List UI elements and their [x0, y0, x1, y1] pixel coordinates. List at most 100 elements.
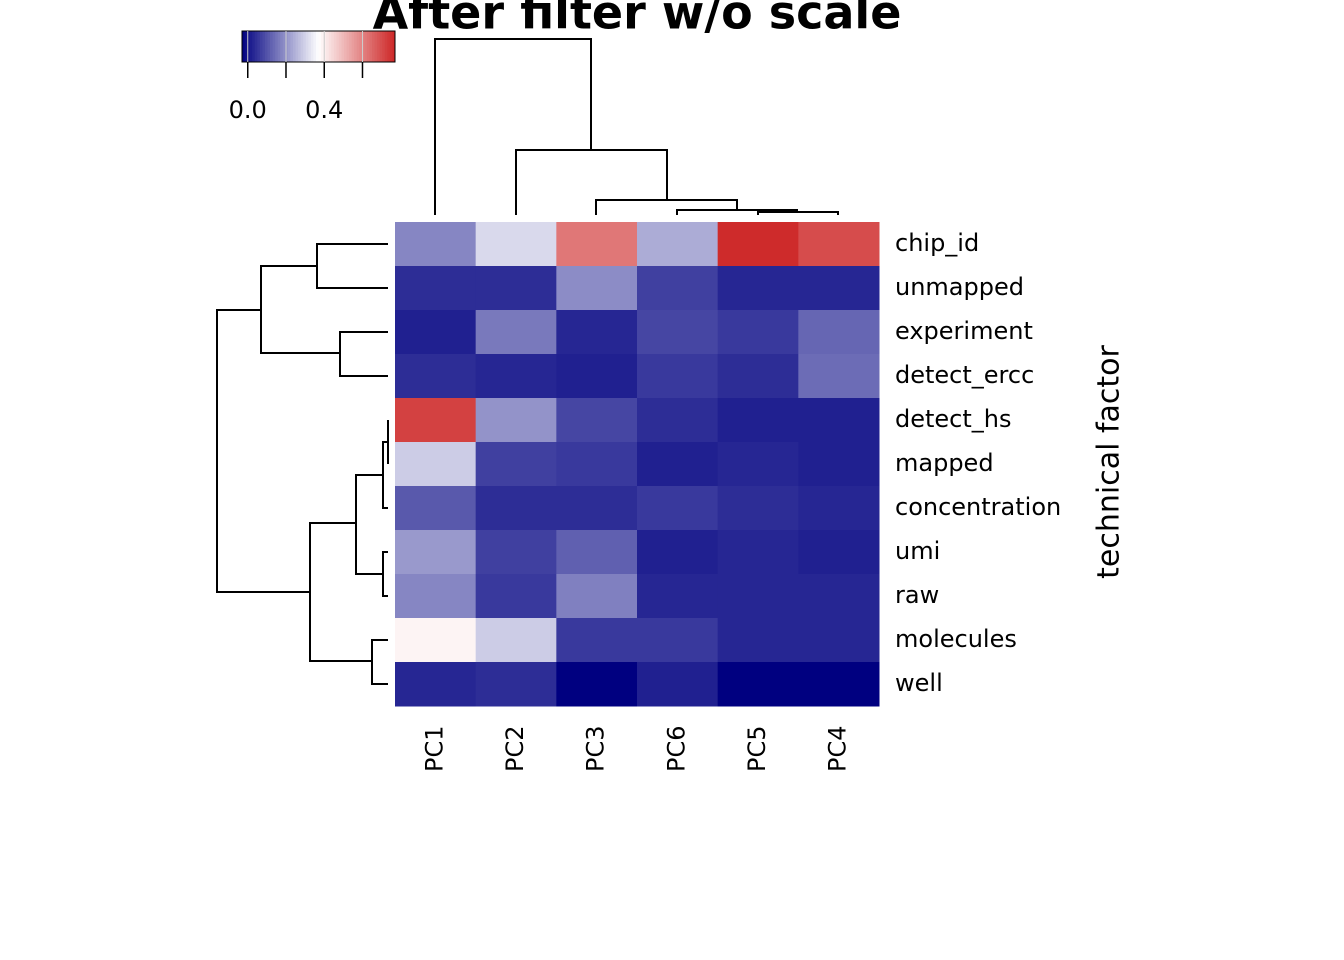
heat-cell: [798, 222, 880, 267]
heat-cell: [798, 530, 880, 575]
row-dendrogram: [216, 243, 389, 685]
heat-cell: [475, 486, 557, 531]
key-swatch: [300, 31, 304, 62]
heat-cell: [475, 398, 557, 443]
heat-cell: [475, 310, 557, 355]
key-swatch: [252, 31, 256, 62]
heat-cell: [798, 486, 880, 531]
heat-cell: [798, 618, 880, 663]
key-swatch: [359, 31, 363, 62]
key-tick-label: 0.0: [229, 96, 267, 124]
heat-cell: [637, 530, 719, 575]
heat-cell: [717, 222, 799, 267]
key-swatch: [280, 31, 284, 62]
heat-cell: [717, 618, 799, 663]
column-label: PC5: [743, 726, 771, 773]
key-swatch: [290, 31, 294, 62]
key-swatch: [275, 31, 279, 62]
key-swatch: [315, 31, 319, 62]
key-swatch: [336, 31, 340, 62]
heat-cell: [556, 442, 638, 487]
row-label: chip_id: [895, 229, 979, 257]
key-swatch: [341, 31, 345, 62]
y-axis-label: technical factor: [1092, 344, 1127, 578]
heat-cell: [395, 442, 477, 487]
heat-cell: [637, 662, 719, 707]
key-swatch: [379, 31, 383, 62]
heat-cell: [717, 530, 799, 575]
heat-cell: [637, 618, 719, 663]
heat-cell: [556, 398, 638, 443]
heat-cell: [798, 574, 880, 619]
key-swatch: [389, 31, 393, 62]
heat-cell: [395, 310, 477, 355]
heat-cell: [798, 398, 880, 443]
key-swatch: [344, 31, 348, 62]
heat-cell: [556, 354, 638, 399]
heat-cell: [556, 530, 638, 575]
key-swatch: [349, 31, 353, 62]
key-swatch: [257, 31, 261, 62]
heat-cell: [717, 266, 799, 311]
key-swatch: [346, 31, 350, 62]
heat-cell: [556, 266, 638, 311]
key-swatch: [310, 31, 314, 62]
row-label: detect_ercc: [895, 361, 1034, 389]
heat-cell: [556, 574, 638, 619]
heat-cell: [717, 354, 799, 399]
key-swatch: [298, 31, 302, 62]
key-swatch: [272, 31, 276, 62]
key-swatch: [308, 31, 312, 62]
heat-cell: [637, 574, 719, 619]
key-swatch: [377, 31, 381, 62]
chart-title: After filter w/o scale: [373, 0, 902, 40]
heat-cell: [798, 310, 880, 355]
heat-cell: [556, 310, 638, 355]
row-label: well: [895, 669, 943, 697]
heat-cell: [395, 574, 477, 619]
row-label: experiment: [895, 317, 1033, 345]
row-label: concentration: [895, 493, 1061, 521]
key-swatch: [392, 31, 396, 62]
key-tick-label: 0.4: [305, 96, 343, 124]
key-swatch: [293, 31, 297, 62]
key-swatch: [282, 31, 286, 62]
heat-cell: [395, 398, 477, 443]
key-swatch: [249, 31, 253, 62]
heat-cell: [637, 222, 719, 267]
heat-cell: [395, 354, 477, 399]
key-swatch: [303, 31, 307, 62]
heat-cell: [395, 486, 477, 531]
key-swatch: [361, 31, 365, 62]
column-label: PC2: [501, 726, 529, 773]
key-swatch: [264, 31, 268, 62]
column-dendrogram: [434, 38, 839, 215]
key-swatch: [372, 31, 376, 62]
heat-cell: [556, 662, 638, 707]
key-swatch: [313, 31, 317, 62]
column-label: PC3: [582, 726, 610, 773]
heat-cell: [475, 662, 557, 707]
key-swatch: [369, 31, 373, 62]
heat-cell: [717, 310, 799, 355]
key-swatch: [254, 31, 258, 62]
key-swatch: [321, 31, 325, 62]
heat-cell: [717, 574, 799, 619]
key-swatch: [331, 31, 335, 62]
key-swatch: [277, 31, 281, 62]
key-frame: [241, 30, 396, 63]
key-swatch: [247, 31, 251, 62]
key-swatch: [351, 31, 355, 62]
key-swatch: [328, 31, 332, 62]
key-swatch: [382, 31, 386, 62]
heat-cell: [717, 486, 799, 531]
heat-cell: [475, 266, 557, 311]
key-swatch: [384, 31, 388, 62]
heat-cell: [637, 310, 719, 355]
heat-cell: [475, 354, 557, 399]
key-swatch: [285, 31, 289, 62]
key-swatch: [326, 31, 330, 62]
row-label: molecules: [895, 625, 1017, 653]
key-swatch: [387, 31, 391, 62]
